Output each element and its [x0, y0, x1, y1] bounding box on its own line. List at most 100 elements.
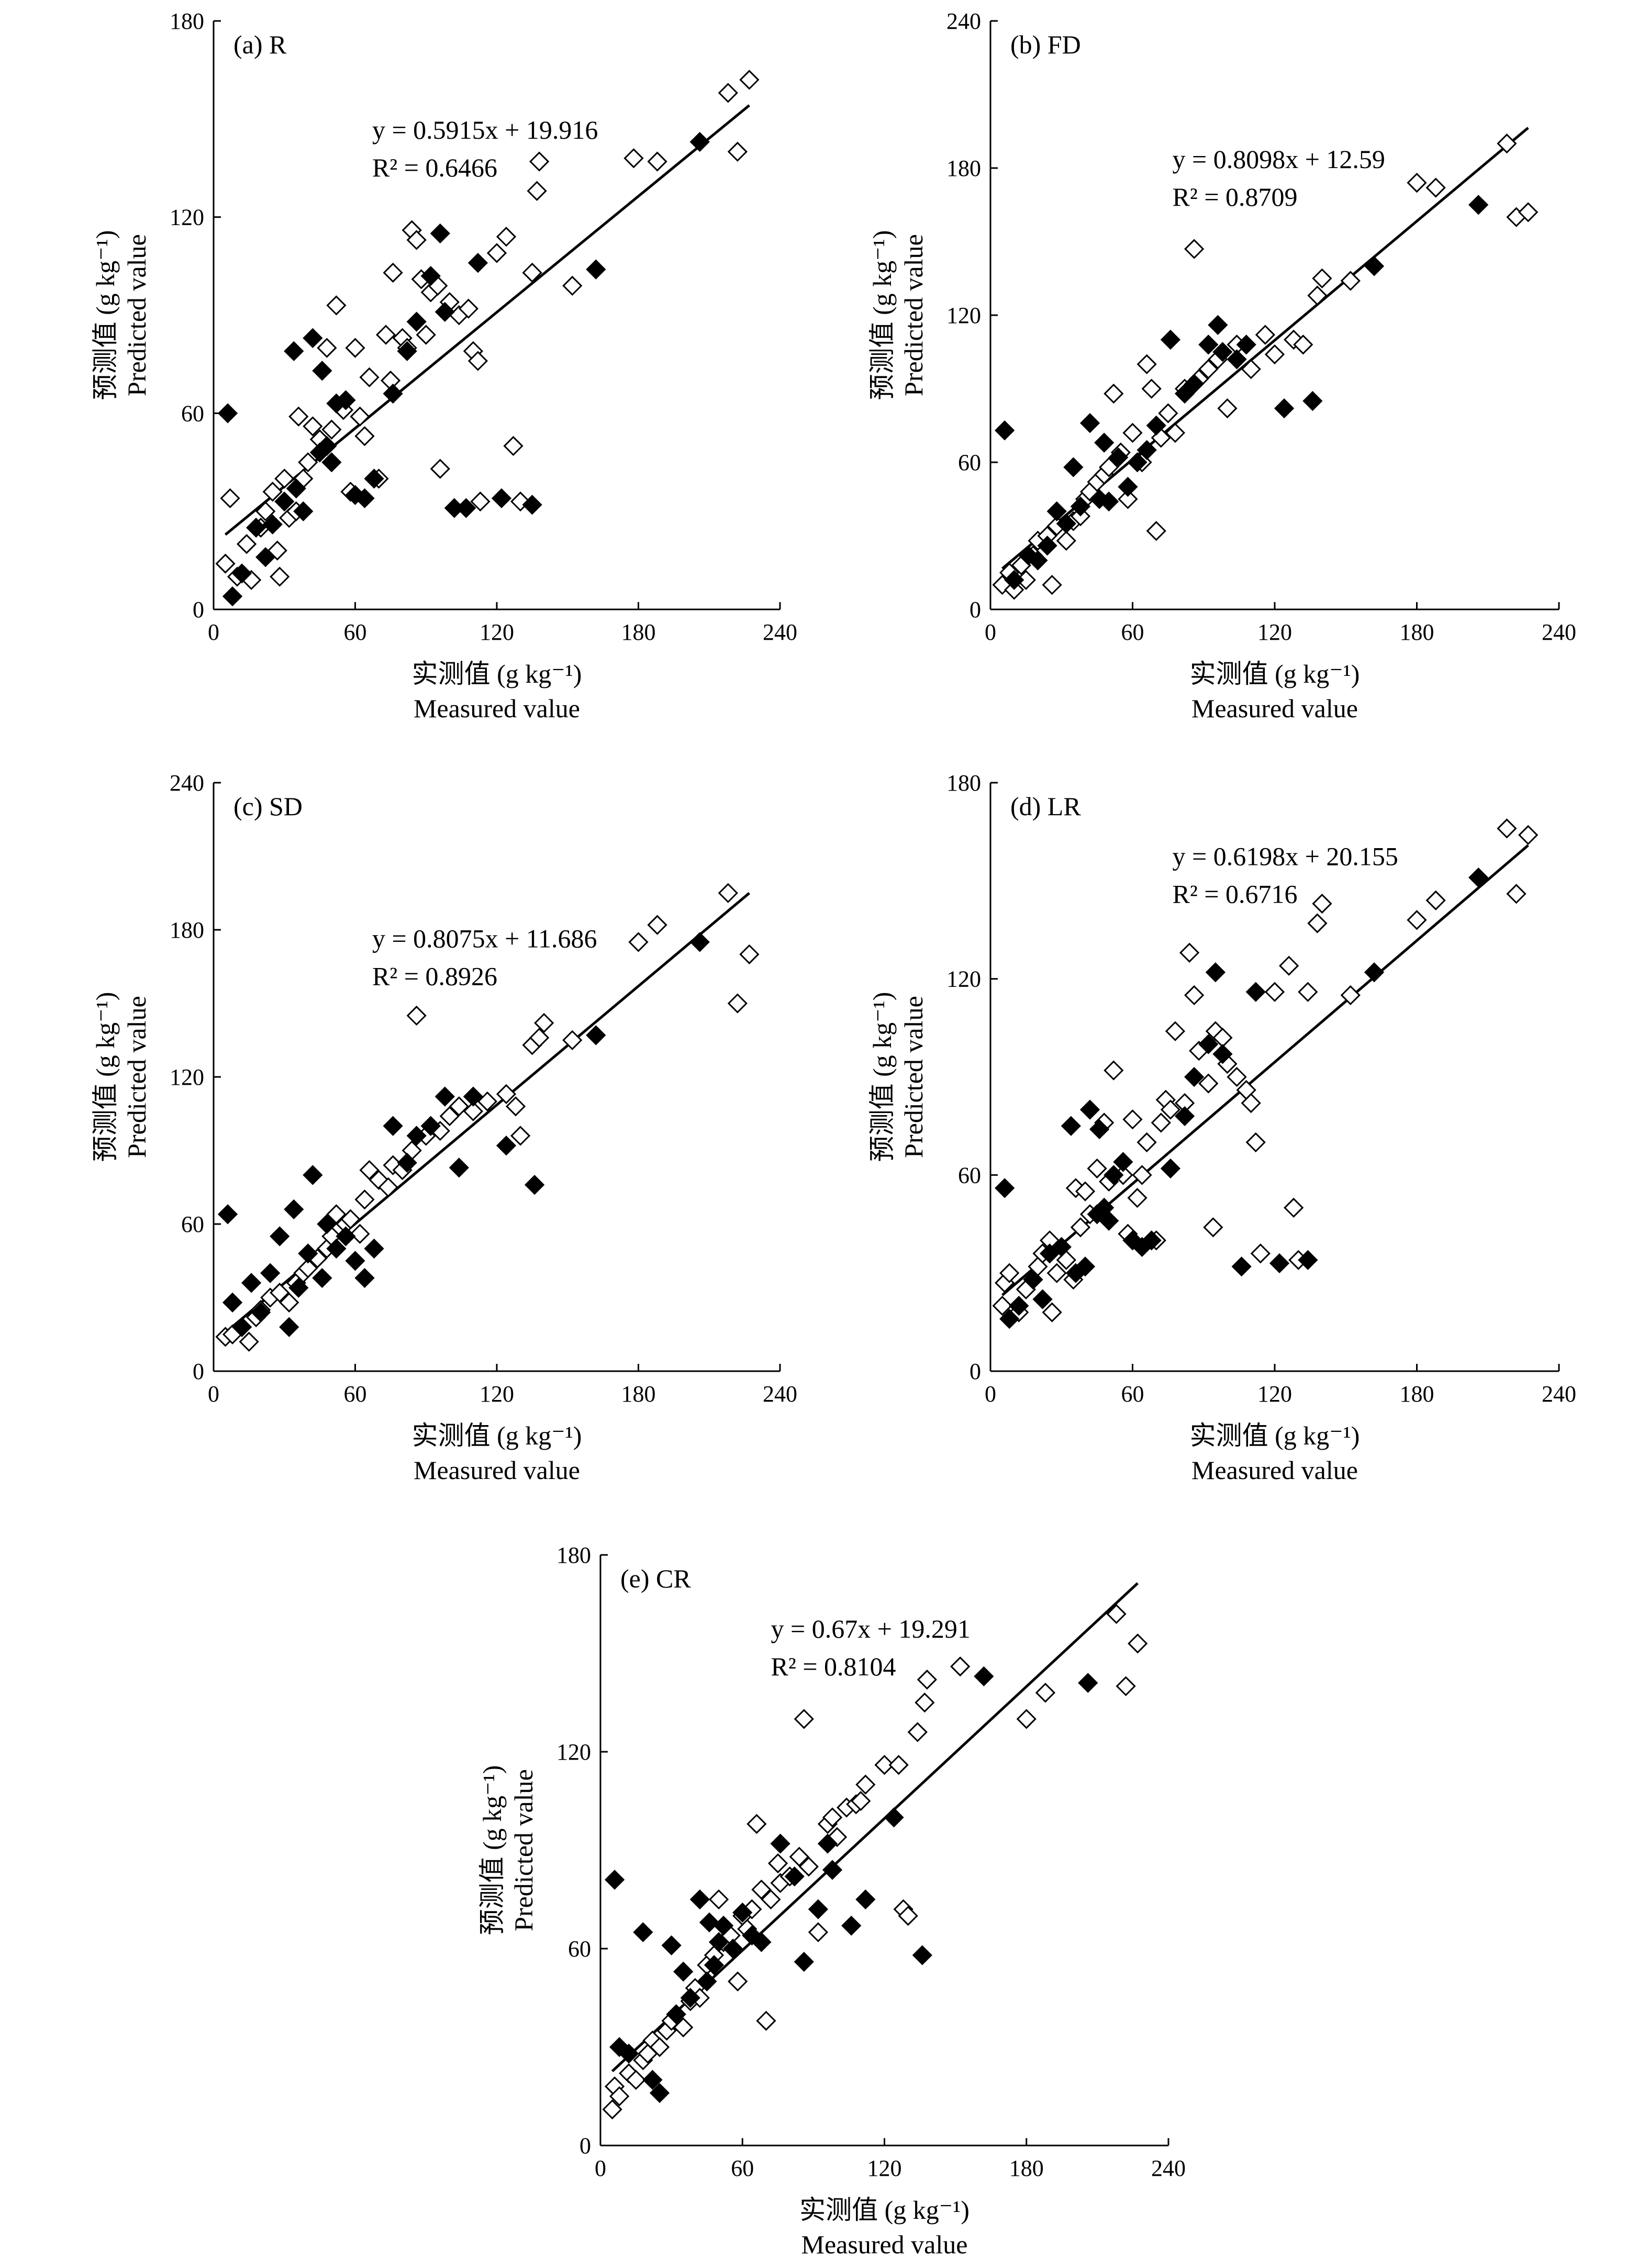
data-point-open	[1046, 1263, 1067, 1283]
data-point-filled	[605, 1870, 625, 1890]
data-point-open	[467, 351, 488, 371]
data-point-filled	[434, 1086, 455, 1107]
data-point-open	[1160, 1099, 1181, 1120]
data-point-open	[751, 1880, 772, 1900]
data-point-filled	[1075, 1257, 1096, 1277]
data-point-open	[602, 2099, 622, 2120]
data-point-open	[274, 469, 295, 489]
data-point-open	[1099, 457, 1119, 477]
data-point-open	[673, 2017, 694, 2038]
data-point-open	[463, 1101, 484, 1121]
x-tick-label: 240	[763, 619, 797, 645]
data-point-filled	[1099, 491, 1119, 512]
data-point-open	[1137, 354, 1157, 374]
y-tick-label: 60	[181, 1211, 204, 1237]
y-axis-title-cn: 预测值 (g kg⁻¹)	[91, 230, 120, 401]
y-axis-title-en: Predicted value	[122, 234, 151, 396]
data-point-filled	[430, 223, 450, 244]
x-tick-label: 240	[1542, 619, 1576, 645]
data-point-filled	[1046, 501, 1067, 521]
data-point-open	[262, 482, 283, 502]
panel-4: 0 60 120 180 240 0 60 120 180 实测值 (g kg⁻¹) Measure…	[867, 770, 1576, 1485]
y-axis-title-en: Predicted value	[899, 234, 928, 396]
data-point-open	[628, 932, 649, 952]
data-point-filled	[406, 1126, 427, 1146]
data-point-open	[798, 1856, 819, 1877]
data-point-open	[1184, 985, 1205, 1006]
y-tick-label: 120	[946, 303, 981, 328]
data-point-open	[359, 1160, 380, 1181]
data-point-open	[992, 1295, 1012, 1316]
data-point-filled	[1004, 570, 1024, 590]
data-point-open	[1279, 955, 1299, 976]
data-point-filled	[321, 452, 342, 473]
x-axis-title-en: Measured value	[414, 1455, 580, 1485]
data-point-filled	[496, 1136, 517, 1156]
data-point-filled	[288, 1277, 309, 1298]
data-point-open	[789, 1847, 809, 1867]
regression-equation: y = 0.67x + 19.291	[771, 1614, 971, 1643]
data-point-filled	[1364, 256, 1385, 276]
data-point-filled	[270, 1226, 290, 1247]
regression-equation: y = 0.8075x + 11.686	[372, 924, 597, 953]
data-point-filled	[303, 328, 323, 348]
y-axis-title-en: Predicted value	[122, 996, 151, 1158]
data-point-open	[288, 406, 309, 427]
data-point-open	[270, 566, 290, 587]
y-tick-label: 0	[970, 597, 981, 622]
data-point-filled	[1141, 1230, 1162, 1251]
x-tick-label: 180	[1009, 2155, 1044, 2181]
data-point-open	[851, 1791, 871, 1811]
data-point-open	[416, 325, 436, 345]
data-point-open	[255, 501, 276, 521]
data-point-filled	[1118, 476, 1138, 497]
data-point-open	[1407, 910, 1427, 930]
data-point-open	[1407, 172, 1427, 193]
data-point-filled	[1063, 457, 1084, 477]
data-point-open	[317, 338, 337, 358]
data-point-open	[354, 1189, 375, 1210]
data-point-filled	[1032, 1289, 1053, 1309]
data-point-filled	[406, 312, 427, 332]
data-point-filled	[1160, 1158, 1181, 1179]
panel-2: 0 60 120 180 240 0 60 120 180 240 实测值 (g kg⁻¹) Meas…	[867, 8, 1576, 723]
data-point-open	[1497, 818, 1517, 839]
y-tick-label: 180	[170, 8, 204, 34]
data-point-filled	[246, 517, 266, 538]
x-tick-label: 120	[1257, 1381, 1292, 1407]
data-point-filled	[1364, 962, 1385, 983]
data-point-filled	[1023, 1270, 1043, 1290]
data-point-open	[623, 148, 644, 169]
data-point-filled	[661, 1935, 682, 1955]
data-point-open	[345, 338, 365, 358]
data-point-filled	[463, 1086, 484, 1107]
data-point-filled	[1212, 1044, 1233, 1064]
data-point-open	[527, 181, 547, 201]
data-point-filled	[1113, 1152, 1133, 1172]
data-point-filled	[808, 1899, 829, 1919]
data-point-open	[1118, 489, 1138, 509]
data-point-filled	[1269, 1253, 1290, 1274]
data-point-open	[727, 993, 748, 1014]
regression-equation: y = 0.8098x + 12.59	[1173, 144, 1385, 174]
data-point-filled	[1127, 452, 1147, 473]
data-point-open	[756, 2010, 776, 2031]
data-point-open	[1264, 982, 1285, 1002]
y-axis-title-cn: 预测值 (g kg⁻¹)	[867, 230, 897, 401]
data-point-filled	[912, 1945, 932, 1965]
data-point-open	[1255, 325, 1276, 345]
data-point-filled	[1245, 982, 1266, 1002]
y-tick-label: 120	[946, 966, 981, 992]
data-point-filled	[619, 2043, 639, 2064]
data-point-filled	[354, 488, 375, 508]
data-point-filled	[467, 252, 488, 273]
y-tick-label: 180	[946, 155, 981, 181]
panel-label: (d) LR	[1010, 792, 1081, 821]
data-point-open	[1284, 1197, 1304, 1218]
data-point-filled	[704, 1955, 725, 1975]
data-point-open	[1128, 1633, 1148, 1654]
data-point-filled	[817, 1833, 838, 1854]
data-point-filled	[770, 1833, 790, 1854]
data-point-filled	[751, 1932, 772, 1952]
